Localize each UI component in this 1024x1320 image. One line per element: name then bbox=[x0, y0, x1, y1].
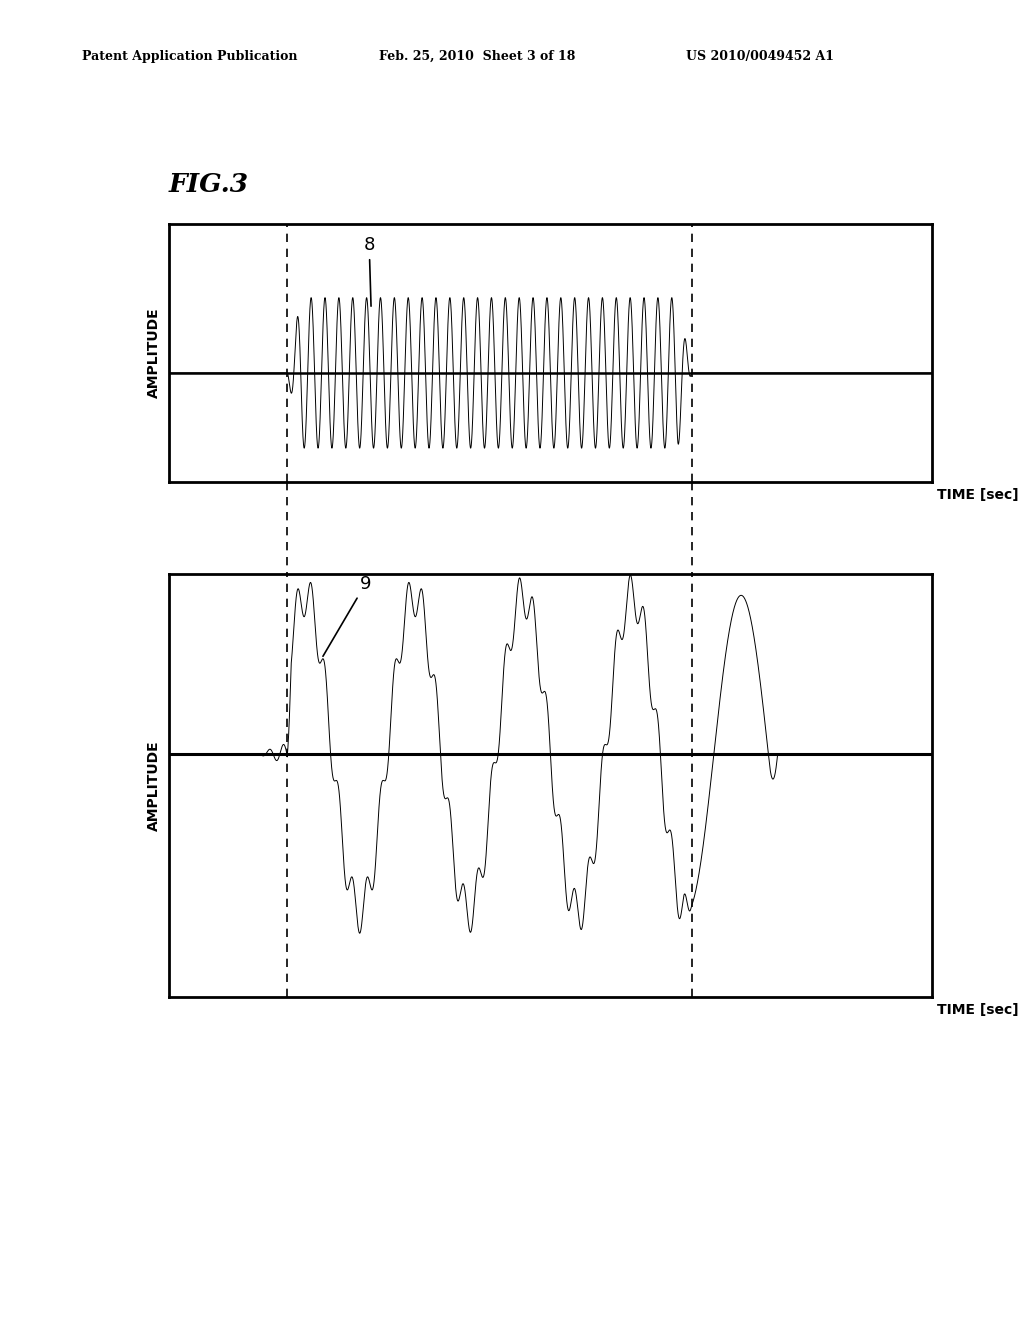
Text: FIG.3: FIG.3 bbox=[169, 172, 249, 197]
Text: 8: 8 bbox=[364, 236, 375, 306]
Y-axis label: AMPLITUDE: AMPLITUDE bbox=[146, 308, 161, 399]
Text: TIME [sec]: TIME [sec] bbox=[937, 488, 1019, 503]
Text: US 2010/0049452 A1: US 2010/0049452 A1 bbox=[686, 50, 835, 63]
Text: Feb. 25, 2010  Sheet 3 of 18: Feb. 25, 2010 Sheet 3 of 18 bbox=[379, 50, 575, 63]
Text: Patent Application Publication: Patent Application Publication bbox=[82, 50, 297, 63]
Y-axis label: AMPLITUDE: AMPLITUDE bbox=[146, 741, 161, 830]
Text: 9: 9 bbox=[323, 576, 371, 656]
Text: TIME [sec]: TIME [sec] bbox=[937, 1003, 1019, 1018]
